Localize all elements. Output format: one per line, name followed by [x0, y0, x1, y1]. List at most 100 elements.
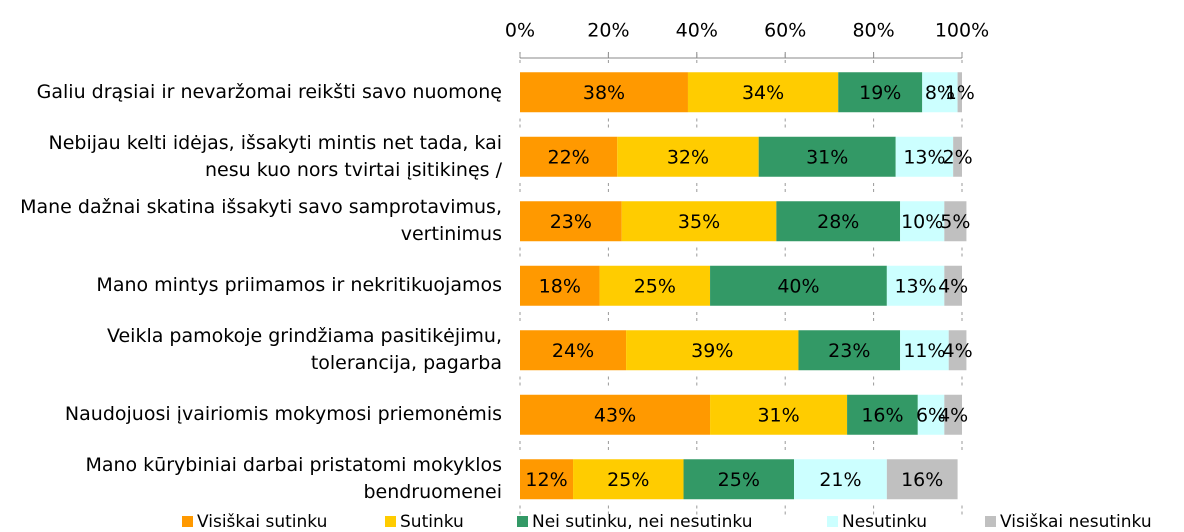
bar-segment	[520, 330, 627, 371]
data-label: 4%	[938, 275, 968, 297]
data-label: 25%	[607, 469, 649, 491]
data-label: 11%	[903, 340, 945, 362]
bar-segment	[944, 201, 967, 242]
x-tick-label: 60%	[764, 20, 806, 42]
data-label: 1%	[945, 82, 975, 104]
x-tick-label: 0%	[505, 20, 535, 42]
data-label: 21%	[819, 469, 861, 491]
data-label: 31%	[757, 404, 799, 426]
bar-segment	[944, 394, 962, 435]
bar-segment	[895, 136, 954, 177]
legend-swatch	[985, 516, 996, 527]
data-label: 10%	[901, 211, 943, 233]
category-text: Galiu drąsiai ir nevaržomai reikšti savo…	[36, 80, 502, 103]
category-text: Mano kūrybiniai darbai pristatomi mokykl…	[85, 454, 502, 504]
data-label: 2%	[943, 146, 973, 168]
category-label: Mano mintys priimamos ir nekritikuojamos	[0, 258, 502, 314]
bar-segment	[520, 459, 574, 500]
bar-segment	[776, 201, 901, 242]
data-label: 4%	[938, 404, 968, 426]
data-label: 24%	[552, 340, 594, 362]
bar-segment	[838, 72, 923, 113]
category-label: Mano kūrybiniai darbai pristatomi mokykl…	[0, 451, 502, 507]
legend-label: Visiškai sutinku	[197, 512, 327, 532]
bar-segment	[948, 330, 967, 371]
bar-segment	[520, 72, 688, 113]
category-label: Galiu drąsiai ir nevaržomai reikšti savo…	[0, 64, 502, 120]
legend-swatch	[827, 516, 838, 527]
bar-segment	[886, 265, 945, 306]
data-label: 35%	[678, 211, 720, 233]
bar-segment	[621, 201, 777, 242]
category-label: Mane dažnai skatina išsakyti savo sampro…	[0, 193, 502, 249]
data-label: 43%	[594, 404, 636, 426]
category-text: Mano mintys priimamos ir nekritikuojamos	[96, 274, 502, 297]
data-label: 32%	[667, 146, 709, 168]
data-label: 6%	[916, 404, 946, 426]
data-label: 8%	[925, 82, 955, 104]
bar-segment	[710, 265, 887, 306]
data-label: 12%	[525, 469, 567, 491]
bar-segment	[573, 459, 684, 500]
data-label: 31%	[806, 146, 848, 168]
data-label: 13%	[894, 275, 936, 297]
bar-segment	[953, 136, 962, 177]
legend-swatch	[385, 516, 396, 527]
category-label: Naudojuosi įvairiomis mokymosi priemonėm…	[0, 387, 502, 443]
data-label: 5%	[940, 211, 970, 233]
data-label: 28%	[817, 211, 859, 233]
legend-swatch	[182, 516, 193, 527]
data-label: 16%	[901, 469, 943, 491]
bar-segment	[710, 394, 848, 435]
bar-segment	[900, 201, 945, 242]
bar-segment	[886, 459, 958, 500]
bar-segment	[957, 72, 962, 113]
legend-label: Nesutinku	[842, 512, 927, 532]
bar-segment	[758, 136, 896, 177]
bar-segment	[798, 330, 901, 371]
data-label: 38%	[583, 82, 625, 104]
x-tick-label: 100%	[935, 20, 989, 42]
data-label: 34%	[742, 82, 784, 104]
category-text: Mane dažnai skatina išsakyti savo sampro…	[20, 196, 502, 246]
bar-segment	[520, 394, 711, 435]
bar-segment	[922, 72, 958, 113]
bar-segment	[847, 394, 918, 435]
data-label: 23%	[828, 340, 870, 362]
data-label: 4%	[943, 340, 973, 362]
x-tick-label: 20%	[587, 20, 629, 42]
bar-segment	[794, 459, 887, 500]
data-label: 13%	[903, 146, 945, 168]
x-tick-label: 40%	[676, 20, 718, 42]
data-label: 22%	[548, 146, 590, 168]
data-label: 19%	[859, 82, 901, 104]
bar-segment	[617, 136, 759, 177]
category-text: Veikla pamokoje grindžiama pasitikėjimu,…	[106, 325, 502, 375]
data-label: 23%	[550, 211, 592, 233]
bar-segment	[520, 136, 618, 177]
category-text: Naudojuosi įvairiomis mokymosi priemonėm…	[64, 403, 502, 426]
data-label: 25%	[718, 469, 760, 491]
bar-segment	[626, 330, 799, 371]
legend-label: Sutinku	[400, 512, 464, 532]
legend-swatch	[517, 516, 528, 527]
bar-segment	[520, 265, 600, 306]
data-label: 39%	[691, 340, 733, 362]
legend-label: Visiškai nesutinku	[1000, 512, 1152, 532]
bar-segment	[599, 265, 711, 306]
bar-segment	[520, 201, 622, 242]
category-label: Nebijau kelti idėjas, išsakyti mintis ne…	[0, 129, 502, 185]
data-label: 40%	[777, 275, 819, 297]
category-label: Veikla pamokoje grindžiama pasitikėjimu,…	[0, 322, 502, 378]
bar-segment	[944, 265, 962, 306]
data-label: 16%	[861, 404, 903, 426]
category-text: Nebijau kelti idėjas, išsakyti mintis ne…	[48, 131, 502, 181]
bar-segment	[687, 72, 839, 113]
bar-segment	[917, 394, 945, 435]
data-label: 25%	[634, 275, 676, 297]
x-tick-label: 80%	[852, 20, 894, 42]
bar-segment	[683, 459, 795, 500]
legend-label: Nei sutinku, nei nesutinku	[532, 512, 753, 532]
